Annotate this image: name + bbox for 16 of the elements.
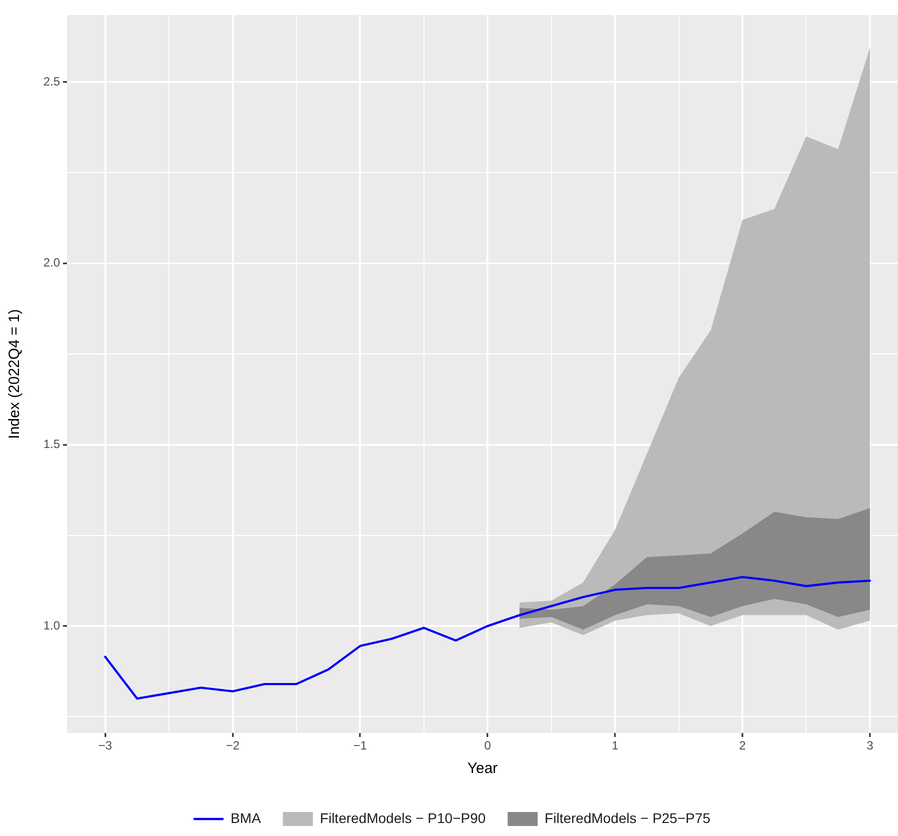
x-axis-title: Year [467,760,498,778]
x-tick-label: 1 [612,738,619,753]
x-tick-label: −1 [353,738,368,753]
x-tick-label: −2 [226,738,240,753]
x-tick-label: 3 [866,738,874,753]
x-tick-label: 2 [739,738,746,753]
y-tick-label: 1.5 [43,437,60,452]
y-tick-label: 2.0 [43,256,60,270]
legend-label: BMA [230,810,262,826]
y-axis-title: Index (2022Q4 = 1) [6,309,24,439]
x-tick-label: −3 [98,738,112,753]
legend-label: FilteredModels − P25−P75 [544,810,711,826]
y-tick-label: 1.0 [43,618,60,632]
y-tick-label: 2.5 [43,74,60,88]
legend-label: FilteredModels − P10−P90 [320,810,486,826]
x-tick-label: 0 [484,738,492,753]
